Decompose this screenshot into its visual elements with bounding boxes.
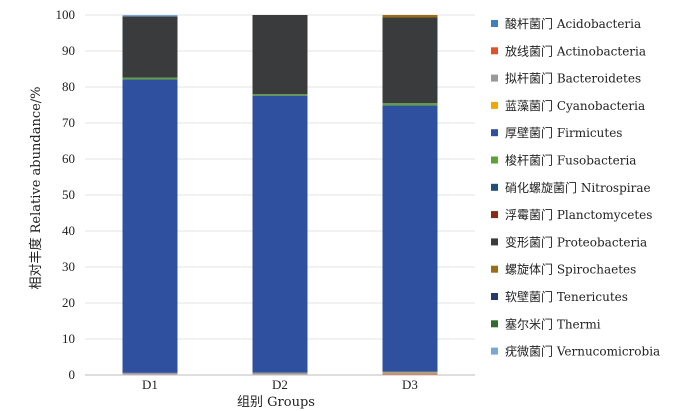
x-axis-ticks: D1 D2 D3	[142, 377, 418, 392]
bar-segment	[382, 105, 438, 372]
y-tick-label: 50	[62, 187, 75, 202]
legend-label: 塞尔米门 Thermi	[505, 316, 601, 331]
y-tick-label: 0	[69, 367, 76, 382]
legend-swatch	[491, 20, 498, 27]
bar-segment	[382, 373, 438, 375]
legend-label: 软壁菌门 Tenericutes	[505, 289, 628, 304]
x-tick-label: D1	[142, 377, 158, 392]
bar-segment	[252, 95, 308, 373]
legend-swatch	[491, 74, 498, 82]
legend-label: 蓝藻菌门 Cyanobacteria	[505, 98, 645, 113]
y-tick-label: 40	[62, 223, 75, 238]
legend-label: 疣微菌门 Vernucomicrobia	[505, 344, 660, 359]
legend-label: 放线菌门 Actinobacteria	[505, 43, 646, 58]
bar-segment	[252, 372, 308, 375]
bar-segment	[382, 103, 438, 106]
y-tick-label: 10	[62, 331, 75, 346]
bar-segment	[122, 16, 178, 78]
legend-label: 浮霉菌门 Planctomycetes	[505, 207, 652, 222]
x-tick-label: D2	[272, 377, 288, 392]
legend-swatch	[491, 129, 498, 137]
legend-swatch	[491, 293, 498, 300]
y-axis-title: 相对丰度 Relative abundance/%	[28, 86, 44, 289]
legend-swatch	[491, 320, 498, 328]
bar-segment	[382, 371, 438, 373]
legend-label: 酸杆菌门 Acidobacteria	[505, 16, 641, 31]
legend: 酸杆菌门 Acidobacteria 放线菌门 Actinobacteria 拟杆菌…	[491, 16, 660, 359]
legend-swatch	[491, 265, 498, 273]
y-tick-label: 30	[62, 259, 75, 274]
legend-swatch	[491, 101, 498, 109]
y-tick-label: 90	[62, 43, 75, 58]
legend-label: 拟杆菌门 Bacteroidetes	[505, 71, 641, 86]
legend-swatch	[491, 47, 498, 55]
legend-label: 硝化螺旋菌门 Nitrospirae	[505, 180, 651, 195]
y-tick-label: 80	[62, 79, 75, 94]
bar-segment	[382, 17, 438, 104]
legend-swatch	[491, 156, 498, 164]
bars	[122, 15, 438, 375]
y-tick-label: 20	[62, 295, 75, 310]
x-axis-title: 组别 Groups	[237, 395, 315, 410]
legend-swatch	[491, 347, 498, 355]
legend-swatch	[491, 211, 498, 219]
bar-segment	[122, 79, 178, 373]
legend-swatch	[491, 238, 498, 246]
legend-label: 梭杆菌门 Fusobacteria	[505, 153, 636, 168]
bar-segment	[382, 15, 438, 18]
y-axis-ticks: 0 10 20 30 40 50 60 70 80 90 100	[56, 7, 76, 382]
y-tick-label: 60	[62, 151, 75, 166]
bar-segment	[122, 15, 178, 17]
legend-label: 螺旋体门 Spirochaetes	[505, 262, 636, 277]
y-tick-label: 100	[56, 7, 76, 22]
bar-segment	[122, 372, 178, 375]
bar-segment	[122, 77, 178, 80]
x-tick-label: D3	[402, 377, 418, 392]
bar-segment	[252, 94, 308, 96]
bar-segment	[382, 372, 438, 374]
y-tick-label: 70	[62, 115, 75, 130]
legend-label: 变形菌门 Proteobacteria	[505, 234, 647, 249]
bar-segment	[252, 15, 308, 95]
legend-swatch	[491, 183, 498, 191]
legend-label: 厚壁菌门 Firmicutes	[505, 125, 622, 140]
